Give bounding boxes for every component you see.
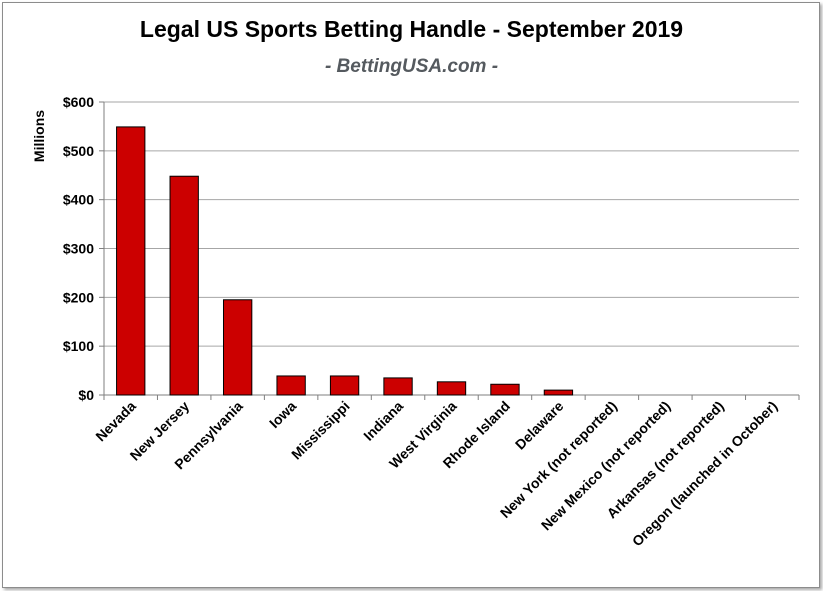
x-tick-label: Iowa [266,398,299,431]
bars [116,126,574,396]
y-tick-label: $600 [63,94,94,110]
y-axis-label: Millions [31,110,47,162]
y-tick-label: $0 [78,387,94,403]
y-tick-labels: $0 $100 $200 $300 $400 $500 $600 [63,94,94,403]
bar [116,126,146,396]
y-tick-label: $500 [63,143,94,159]
y-tick-label: $100 [63,338,94,354]
y-tick-label: $200 [63,289,94,305]
bar [436,381,467,396]
bar [222,299,253,396]
axes [99,101,800,400]
bar [329,375,360,396]
bar [543,389,574,396]
x-tick-label: Mississippi [288,398,353,463]
bar [490,383,520,396]
y-tick-label: $300 [63,241,94,257]
chart-title: Legal US Sports Betting Handle - Septemb… [139,16,684,42]
bar [383,377,413,396]
x-tick-label: Indiana [360,398,406,444]
bar [276,375,306,396]
bar [169,175,199,396]
y-tick-label: $400 [63,192,94,208]
x-tick-label: Delaware [512,398,567,453]
chart-subtitle: - BettingUSA.com - [324,56,499,77]
gridlines [104,101,799,347]
x-tick-label: Nevada [92,398,139,445]
